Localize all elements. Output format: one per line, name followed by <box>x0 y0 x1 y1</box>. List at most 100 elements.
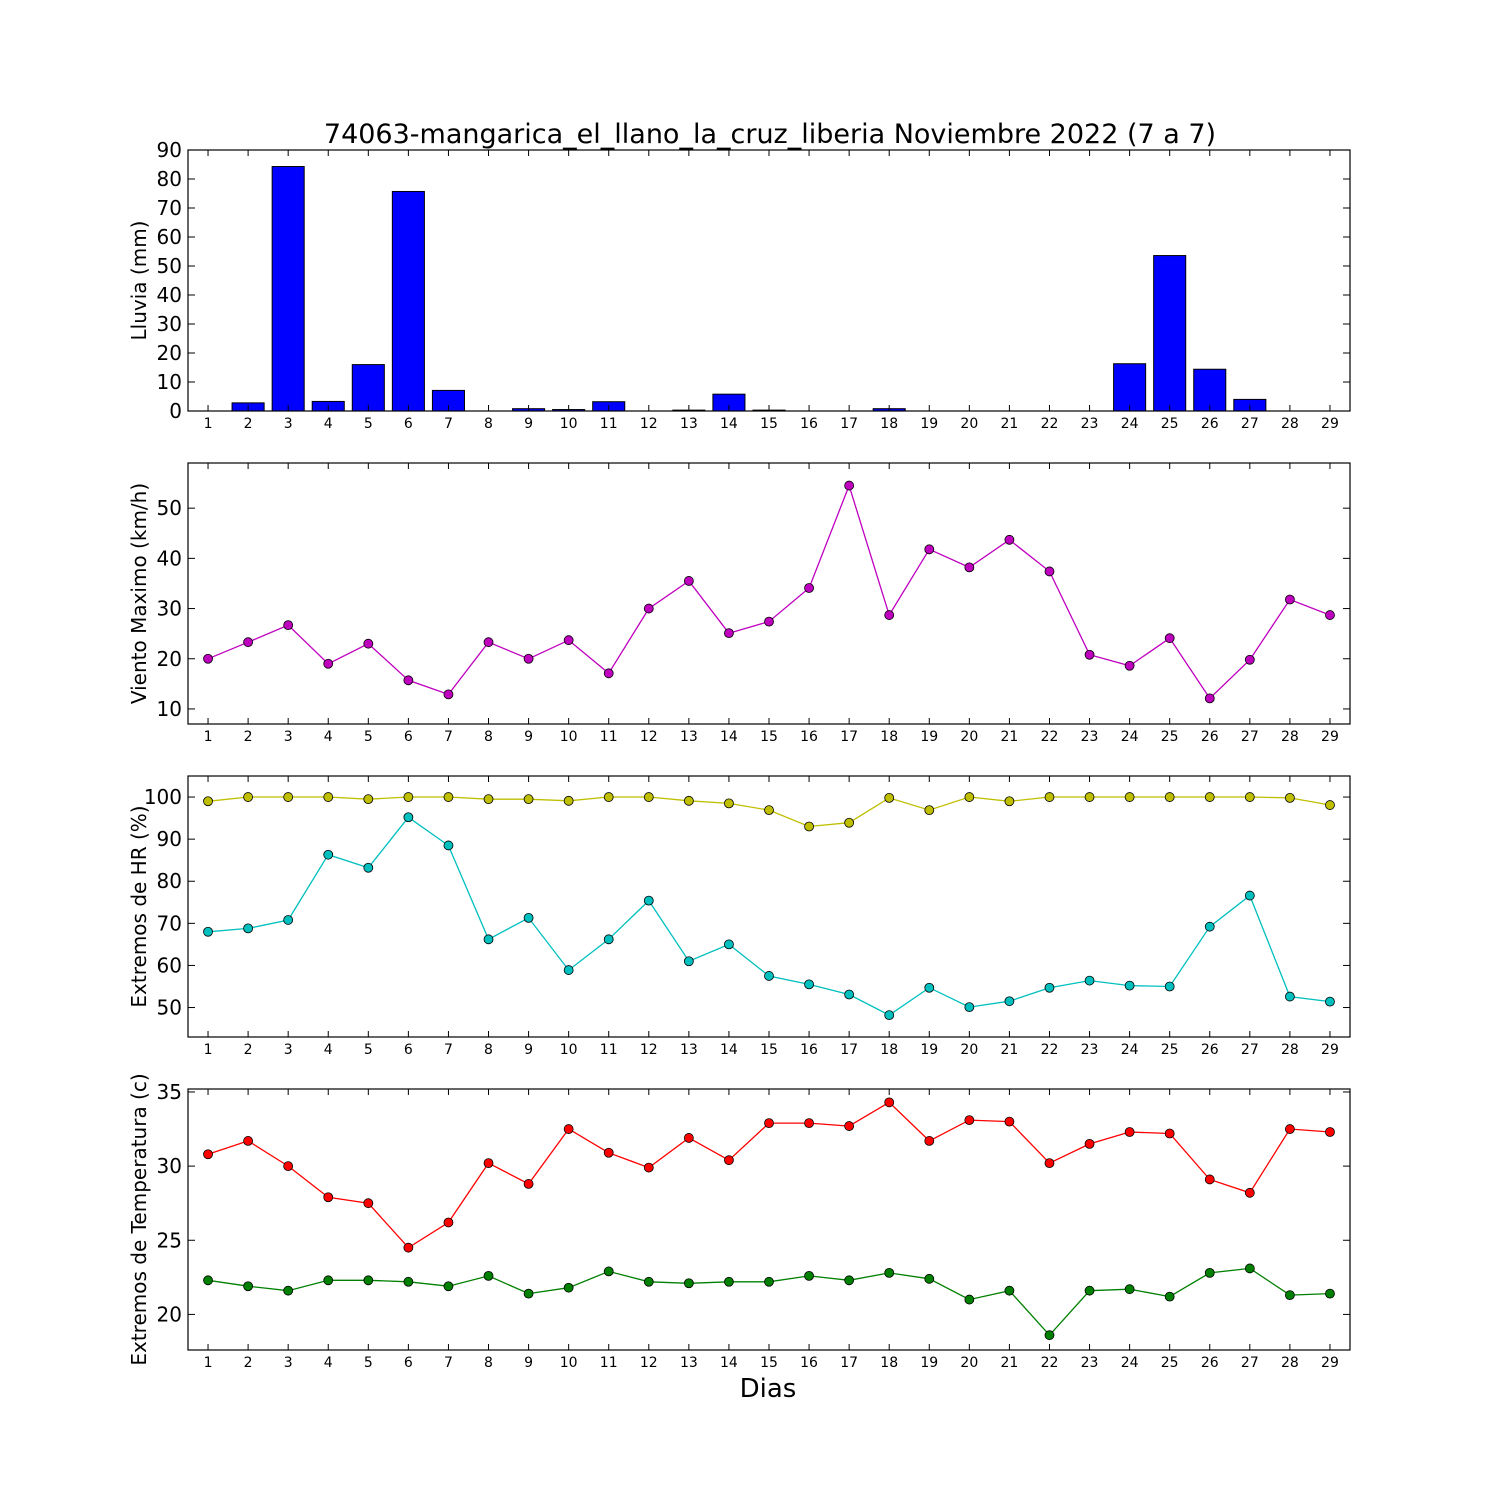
series-1-point-day-11 <box>603 1147 614 1158</box>
x-tick-label: 17 <box>840 729 858 745</box>
series-2-point-day-6 <box>403 1276 414 1287</box>
x-tick-label: 13 <box>680 416 698 432</box>
series-1-point-day-4 <box>323 792 334 802</box>
plot-frame <box>187 462 1351 725</box>
x-tick-label: 16 <box>800 416 818 432</box>
series-1-point-day-22 <box>1044 1158 1055 1169</box>
x-tick-label: 14 <box>720 1042 738 1058</box>
series-2-point-day-27 <box>1244 1263 1255 1274</box>
x-tick-label: 13 <box>680 1355 698 1371</box>
plot-frame <box>187 775 1351 1038</box>
y-tick-label: 100 <box>144 785 182 809</box>
x-tick-label: 5 <box>364 1042 373 1058</box>
x-tick-label: 12 <box>640 729 658 745</box>
series-1-point-day-24 <box>1124 660 1135 671</box>
series-2-point-day-18 <box>884 1010 895 1021</box>
x-tick-label: 28 <box>1281 1355 1299 1371</box>
series-2-point-day-24 <box>1124 980 1135 991</box>
series-2-point-day-21 <box>1004 1285 1015 1296</box>
series-2-point-day-12 <box>643 895 654 906</box>
y-tick-label: 40 <box>157 546 182 570</box>
series-2-point-day-18 <box>884 1267 895 1278</box>
series-1-point-day-28 <box>1284 792 1295 803</box>
series-1-point-day-12 <box>643 603 654 614</box>
series-1-point-day-29 <box>1325 610 1335 620</box>
x-tick-label: 10 <box>560 1042 578 1058</box>
x-tick-label: 16 <box>800 1042 818 1058</box>
x-tick-label: 24 <box>1121 416 1139 432</box>
x-tick-label: 2 <box>244 1355 253 1371</box>
x-tick-label: 17 <box>840 416 858 432</box>
series-2-point-day-11 <box>603 1266 614 1277</box>
x-tick-label: 21 <box>1000 729 1018 745</box>
series-1-point-day-3 <box>283 792 294 802</box>
series-1-point-day-26 <box>1204 1174 1215 1185</box>
x-tick-label: 1 <box>204 729 213 745</box>
y-tick-label: 10 <box>157 370 182 394</box>
series-1-point-day-23 <box>1084 649 1095 660</box>
series-2-point-day-8 <box>483 1270 494 1281</box>
x-tick-label: 1 <box>204 1042 213 1058</box>
x-tick-label: 27 <box>1241 729 1259 745</box>
x-tick-label: 6 <box>404 416 413 432</box>
series-1-point-day-18 <box>884 610 895 620</box>
series-1-point-day-14 <box>724 798 734 809</box>
series-2-point-day-2 <box>243 1281 254 1292</box>
series-2-point-day-14 <box>724 1276 734 1287</box>
series-1-point-day-27 <box>1244 654 1255 665</box>
x-tick-label: 29 <box>1321 729 1339 745</box>
series-1-point-day-27 <box>1244 1187 1255 1198</box>
x-tick-label: 4 <box>324 729 333 745</box>
x-tick-label: 1 <box>204 416 213 432</box>
x-tick-label: 11 <box>600 1355 618 1371</box>
x-tick-label: 15 <box>760 729 778 745</box>
x-tick-label: 22 <box>1041 1042 1059 1058</box>
x-tick-label: 26 <box>1201 1042 1219 1058</box>
x-tick-label: 20 <box>960 729 978 745</box>
series-1-point-day-6 <box>403 1242 414 1253</box>
series-2-point-day-15 <box>764 1276 774 1287</box>
series-line-1 <box>207 483 1331 700</box>
x-axis-label: Dias <box>740 1374 797 1404</box>
series-2-point-day-20 <box>964 1294 975 1305</box>
series-2-point-day-14 <box>724 939 734 950</box>
y-axis-label: Lluvia (mm) <box>127 221 151 341</box>
series-2-point-day-25 <box>1164 1291 1175 1302</box>
series-1-point-day-5 <box>363 794 374 805</box>
y-tick-label: 60 <box>157 953 182 977</box>
series-1-point-day-19 <box>924 1136 935 1146</box>
x-tick-label: 14 <box>720 416 738 432</box>
x-tick-label: 6 <box>404 1042 413 1058</box>
series-1-point-day-1 <box>203 1149 213 1160</box>
series-1-point-day-2 <box>243 637 254 648</box>
y-tick-label: 90 <box>157 827 182 851</box>
x-tick-label: 21 <box>1000 1355 1018 1371</box>
bar-day-24 <box>1113 363 1147 412</box>
x-tick-label: 24 <box>1121 1355 1139 1371</box>
x-tick-label: 16 <box>800 729 818 745</box>
series-2-point-day-23 <box>1084 975 1095 986</box>
series-1-point-day-25 <box>1164 1128 1175 1139</box>
series-1-point-day-12 <box>643 1162 654 1173</box>
x-tick-label: 5 <box>364 729 373 745</box>
series-1-point-day-16 <box>804 821 814 832</box>
x-tick-label: 7 <box>444 1042 453 1058</box>
series-1-point-day-16 <box>804 583 814 593</box>
series-1-point-day-7 <box>443 1217 454 1228</box>
series-1-point-day-24 <box>1124 792 1135 802</box>
chart-title: 74063-mangarica_el_llano_la_cruz_liberia… <box>324 119 1216 150</box>
y-tick-label: 40 <box>157 283 182 307</box>
series-1-point-day-21 <box>1004 534 1015 545</box>
x-tick-label: 17 <box>840 1355 858 1371</box>
x-tick-label: 9 <box>524 416 533 432</box>
series-1-point-day-18 <box>884 1097 895 1108</box>
series-1-point-day-29 <box>1325 1127 1335 1137</box>
series-1-point-day-5 <box>363 638 374 649</box>
x-tick-label: 16 <box>800 1355 818 1371</box>
y-tick-label: 50 <box>157 496 182 520</box>
series-1-point-day-9 <box>523 653 534 664</box>
series-2-point-day-8 <box>483 934 494 945</box>
